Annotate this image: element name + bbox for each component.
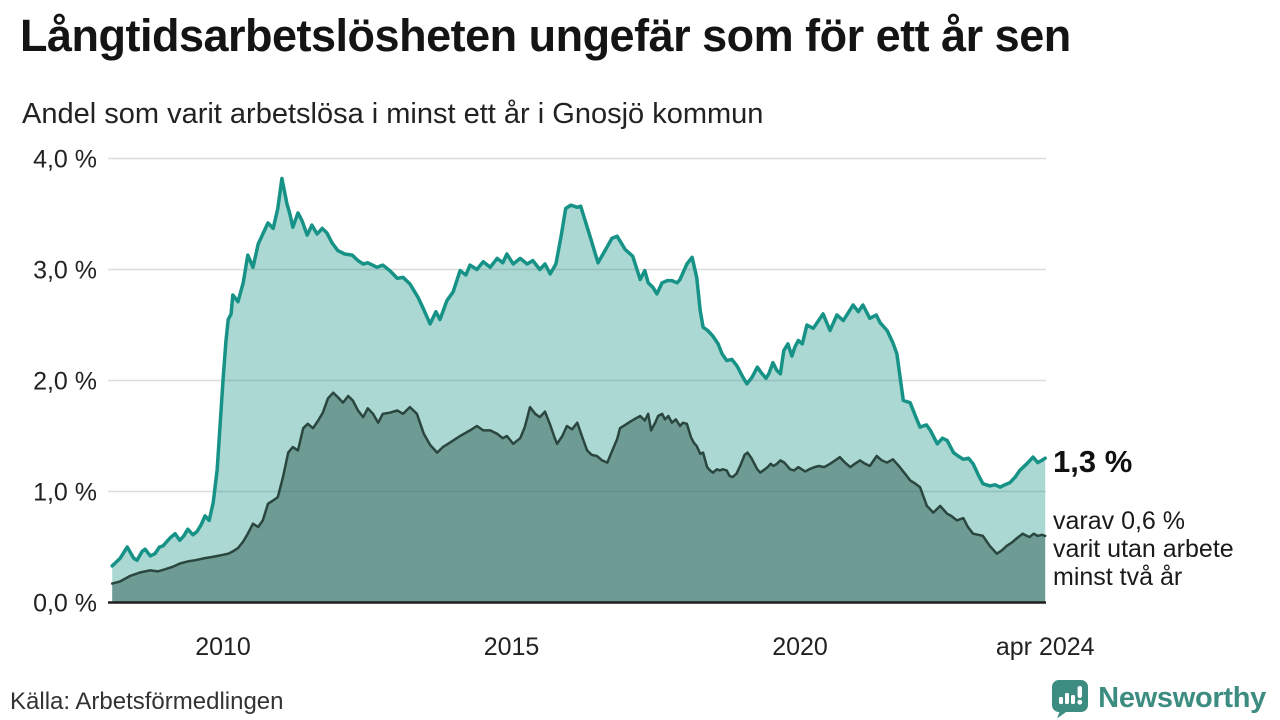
two-year-annotation-line: minst två år	[1053, 563, 1183, 591]
series-total-min-one-year-line	[110, 176, 1047, 568]
source-credit: Källa: Arbetsförmedlingen	[10, 688, 284, 715]
x-axis-tick-label: 2015	[484, 633, 540, 661]
y-axis-tick-label: 1,0 %	[33, 479, 97, 507]
two-year-annotation-line: varav 0,6 %	[1053, 507, 1186, 535]
series-min-two-years-area	[112, 392, 1046, 603]
y-axis-tick-label: 3,0 %	[33, 257, 97, 285]
newsworthy-bubble-chart-icon	[1052, 680, 1089, 718]
two-year-annotation: varav 0,6 % varit utan arbete minst två …	[1053, 507, 1234, 591]
y-axis-tick-label: 0,0 %	[33, 590, 97, 618]
x-axis-tick-label: 2010	[195, 633, 251, 661]
page-title: Långtidsarbetslösheten ungefär som för e…	[20, 10, 1071, 61]
x-axis-tick-label: apr 2024	[996, 633, 1095, 661]
y-axis-tick-label: 4,0 %	[33, 146, 97, 174]
latest-value-label: 1,3 %	[1053, 444, 1133, 479]
newsworthy-logo: Newsworthy	[1050, 678, 1266, 718]
newsworthy-wordmark: Newsworthy	[1098, 681, 1266, 714]
y-axis-tick-label: 2,0 %	[33, 368, 97, 396]
page-subtitle: Andel som varit arbetslösa i minst ett å…	[22, 98, 764, 130]
x-axis-tick-label: 2020	[772, 633, 828, 661]
series-total-min-one-year-area	[112, 178, 1046, 603]
series-min-two-years-line	[110, 391, 1047, 585]
two-year-annotation-line: varit utan arbete	[1053, 535, 1234, 563]
